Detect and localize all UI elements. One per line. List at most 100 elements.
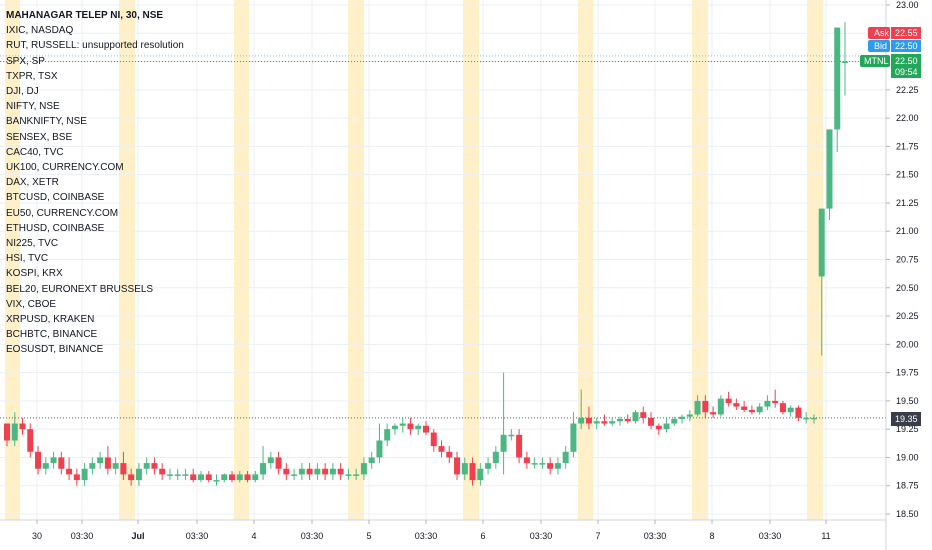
- last-price-tag: MTNL 22.50 09:54: [860, 54, 921, 78]
- candle: [764, 395, 771, 410]
- candle: [624, 414, 631, 424]
- y-tick-label: 19.75: [896, 368, 919, 378]
- legend-item[interactable]: BCHBTC, BINANCE: [6, 329, 98, 341]
- x-tick-label: 11: [821, 531, 830, 541]
- candle-body: [795, 407, 802, 418]
- candle-body: [671, 418, 678, 424]
- candle-body: [570, 423, 577, 452]
- x-tick-label: 03:30: [644, 531, 667, 541]
- candle: [11, 412, 18, 447]
- candle: [182, 468, 189, 481]
- candle-body: [322, 468, 329, 475]
- x-tick-label: Jul: [131, 531, 144, 541]
- candle: [275, 451, 282, 475]
- candle-body: [485, 463, 492, 469]
- candle: [733, 398, 740, 410]
- candle: [469, 457, 476, 486]
- legend-item[interactable]: SPX, SP: [6, 55, 45, 67]
- candle: [492, 446, 499, 469]
- candle: [461, 457, 468, 481]
- legend-item[interactable]: CAC40, TVC: [6, 146, 64, 158]
- legend-item[interactable]: VIX, CBOE: [6, 298, 57, 310]
- legend-item[interactable]: NI225, TVC: [6, 238, 59, 250]
- candle-body: [578, 417, 585, 424]
- candle: [508, 429, 515, 441]
- candle: [609, 417, 616, 426]
- candle: [430, 429, 437, 452]
- reference-price-tag: 19.35: [891, 412, 921, 426]
- candle: [663, 417, 670, 433]
- candle-body: [461, 463, 468, 475]
- candle: [229, 471, 236, 483]
- candle: [298, 463, 305, 481]
- x-tick-label: 03:30: [301, 531, 324, 541]
- candle: [523, 451, 530, 469]
- candle-body: [446, 451, 453, 458]
- candle: [407, 417, 414, 435]
- candle-body: [632, 412, 639, 422]
- candle-body: [135, 468, 142, 481]
- candle-body: [842, 61, 848, 64]
- legend-item[interactable]: IXIC, NASDAQ: [6, 25, 74, 37]
- legend-item[interactable]: DJI, DJ: [6, 86, 39, 98]
- legend-item[interactable]: HSI, TVC: [6, 253, 49, 265]
- candle-body: [648, 417, 655, 426]
- price-axis[interactable]: 23.0022.7522.5022.2522.0021.7521.5021.25…: [885, 0, 919, 550]
- candle-body: [516, 434, 523, 458]
- candle-body: [423, 425, 429, 433]
- candle: [19, 417, 26, 435]
- legend-item[interactable]: TXPR, TSX: [6, 70, 58, 82]
- main-symbol-title[interactable]: MAHANAGAR TELEP NI, 30, NSE: [6, 10, 164, 21]
- candle: [702, 395, 709, 418]
- candle-body: [787, 407, 794, 413]
- candle-body: [679, 416, 686, 419]
- time-axis[interactable]: 30 03:30 Jul 03:30 4 03:30 5 03:30 6 03:30 7 03:30 8…: [0, 519, 886, 541]
- x-tick-label: 7: [595, 531, 600, 541]
- candle: [570, 412, 577, 458]
- candle-body: [4, 423, 10, 441]
- legend-item[interactable]: EOSUSDT, BINANCE: [6, 344, 104, 356]
- candle-body: [399, 423, 406, 426]
- candle-body: [756, 406, 763, 413]
- candle-body: [58, 457, 65, 469]
- candle-body: [81, 468, 88, 481]
- legend-item[interactable]: DAX, XETR: [6, 177, 59, 189]
- candle: [648, 412, 655, 430]
- candle-body: [275, 457, 282, 469]
- y-tick-label: 20.50: [896, 283, 919, 293]
- candle: [834, 27, 841, 153]
- candle-body: [360, 463, 367, 475]
- candle-body: [50, 457, 57, 464]
- candle: [748, 405, 755, 415]
- legend-item[interactable]: RUT, RUSSELL: unsupported resolution: [6, 40, 184, 52]
- y-tick-label: 21.25: [896, 198, 919, 208]
- legend-item[interactable]: BANKNIFTY, NSE: [6, 116, 87, 128]
- candle-body: [508, 434, 515, 437]
- legend-item[interactable]: BTCUSD, COINBASE: [6, 192, 105, 204]
- legend-item[interactable]: ETHUSD, COINBASE: [6, 222, 105, 234]
- candle-body: [213, 480, 220, 482]
- y-tick-label: 19.00: [896, 452, 919, 462]
- legend-item[interactable]: UK100, CURRENCY.COM: [6, 162, 124, 174]
- x-tick-label: 6: [480, 531, 485, 541]
- legend-item[interactable]: SENSEX, BSE: [6, 131, 73, 143]
- candle: [717, 395, 724, 417]
- legend-item[interactable]: NIFTY, NSE: [6, 101, 60, 113]
- candle: [446, 446, 453, 464]
- candle: [399, 417, 406, 433]
- candle-body: [244, 474, 251, 481]
- candle: [842, 21, 848, 96]
- legend-item[interactable]: BEL20, EURONEXT BRUSSELS: [6, 283, 154, 295]
- candle: [197, 471, 204, 483]
- legend-item[interactable]: EU50, CURRENCY.COM: [6, 207, 119, 219]
- legend-item[interactable]: XRPUSD, KRAKEN: [6, 314, 95, 326]
- candles: [4, 21, 848, 486]
- ask-label: Ask: [874, 28, 890, 38]
- candle: [539, 457, 546, 469]
- candle-body: [810, 417, 817, 420]
- candle: [221, 473, 228, 483]
- x-tick-label: 4: [251, 531, 256, 541]
- candle: [244, 471, 251, 483]
- legend-item[interactable]: KOSPI, KRX: [6, 268, 63, 280]
